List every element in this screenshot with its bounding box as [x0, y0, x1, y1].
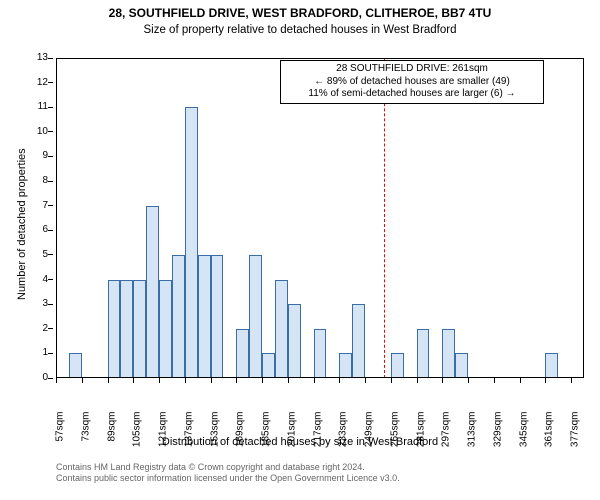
- annotation-line-2: ← 89% of detached houses are smaller (49…: [287, 76, 537, 89]
- x-tick-label: 121sqm: [158, 412, 169, 456]
- chart-container: 28, SOUTHFIELD DRIVE, WEST BRADFORD, CLI…: [0, 0, 600, 500]
- title-line-1: 28, SOUTHFIELD DRIVE, WEST BRADFORD, CLI…: [0, 6, 600, 20]
- x-axis-label: Distribution of detached houses by size …: [0, 436, 600, 448]
- y-tick: 0: [0, 372, 48, 383]
- y-tick: 10: [0, 126, 48, 137]
- x-tick-label: 233sqm: [338, 412, 349, 456]
- x-tick-mark: [494, 378, 495, 383]
- x-tick-label: 281sqm: [415, 412, 426, 456]
- plot-frame: [56, 58, 584, 378]
- x-tick-mark: [314, 378, 315, 383]
- x-tick-mark: [365, 378, 366, 383]
- x-tick-mark: [82, 378, 83, 383]
- x-tick-label: 345sqm: [518, 412, 529, 456]
- x-tick-mark: [185, 378, 186, 383]
- x-tick-label: 265sqm: [389, 412, 400, 456]
- y-tick: 13: [0, 52, 48, 63]
- x-tick-label: 169sqm: [235, 412, 246, 456]
- x-tick-label: 377sqm: [570, 412, 581, 456]
- x-tick-label: 185sqm: [261, 412, 272, 456]
- y-axis-label: Number of detached properties: [16, 148, 28, 300]
- x-tick-label: 57sqm: [55, 412, 66, 456]
- x-tick-label: 201sqm: [286, 412, 297, 456]
- x-tick-mark: [159, 378, 160, 383]
- x-tick-label: 89sqm: [106, 412, 117, 456]
- x-tick-mark: [108, 378, 109, 383]
- x-tick-mark: [288, 378, 289, 383]
- x-tick-mark: [417, 378, 418, 383]
- x-tick-label: 105sqm: [132, 412, 143, 456]
- x-tick-label: 217sqm: [312, 412, 323, 456]
- title-line-2: Size of property relative to detached ho…: [0, 24, 600, 36]
- x-tick-mark: [339, 378, 340, 383]
- x-tick-mark: [520, 378, 521, 383]
- annotation-line-1: 28 SOUTHFIELD DRIVE: 261sqm: [287, 63, 537, 76]
- y-tick: 11: [0, 101, 48, 112]
- x-tick-mark: [133, 378, 134, 383]
- x-tick-mark: [545, 378, 546, 383]
- x-tick-label: 249sqm: [364, 412, 375, 456]
- x-tick-label: 361sqm: [544, 412, 555, 456]
- annotation-box: 28 SOUTHFIELD DRIVE: 261sqm ← 89% of det…: [280, 60, 544, 104]
- plot-area: [56, 58, 584, 378]
- y-tick: 1: [0, 347, 48, 358]
- y-tick: 12: [0, 77, 48, 88]
- x-tick-label: 313sqm: [467, 412, 478, 456]
- y-tick: 2: [0, 323, 48, 334]
- x-tick-mark: [56, 378, 57, 383]
- x-tick-mark: [236, 378, 237, 383]
- x-tick-mark: [262, 378, 263, 383]
- footer-attribution: Contains HM Land Registry data © Crown c…: [56, 462, 600, 485]
- x-tick-mark: [211, 378, 212, 383]
- annotation-line-3: 11% of semi-detached houses are larger (…: [287, 88, 537, 101]
- x-tick-label: 297sqm: [441, 412, 452, 456]
- x-tick-label: 153sqm: [209, 412, 220, 456]
- x-tick-mark: [391, 378, 392, 383]
- x-tick-mark: [442, 378, 443, 383]
- x-tick-label: 137sqm: [183, 412, 194, 456]
- footer-line-2: Contains public sector information licen…: [56, 473, 600, 484]
- x-tick-label: 329sqm: [492, 412, 503, 456]
- x-tick-label: 73sqm: [80, 412, 91, 456]
- x-tick-mark: [571, 378, 572, 383]
- x-tick-mark: [468, 378, 469, 383]
- footer-line-1: Contains HM Land Registry data © Crown c…: [56, 462, 600, 473]
